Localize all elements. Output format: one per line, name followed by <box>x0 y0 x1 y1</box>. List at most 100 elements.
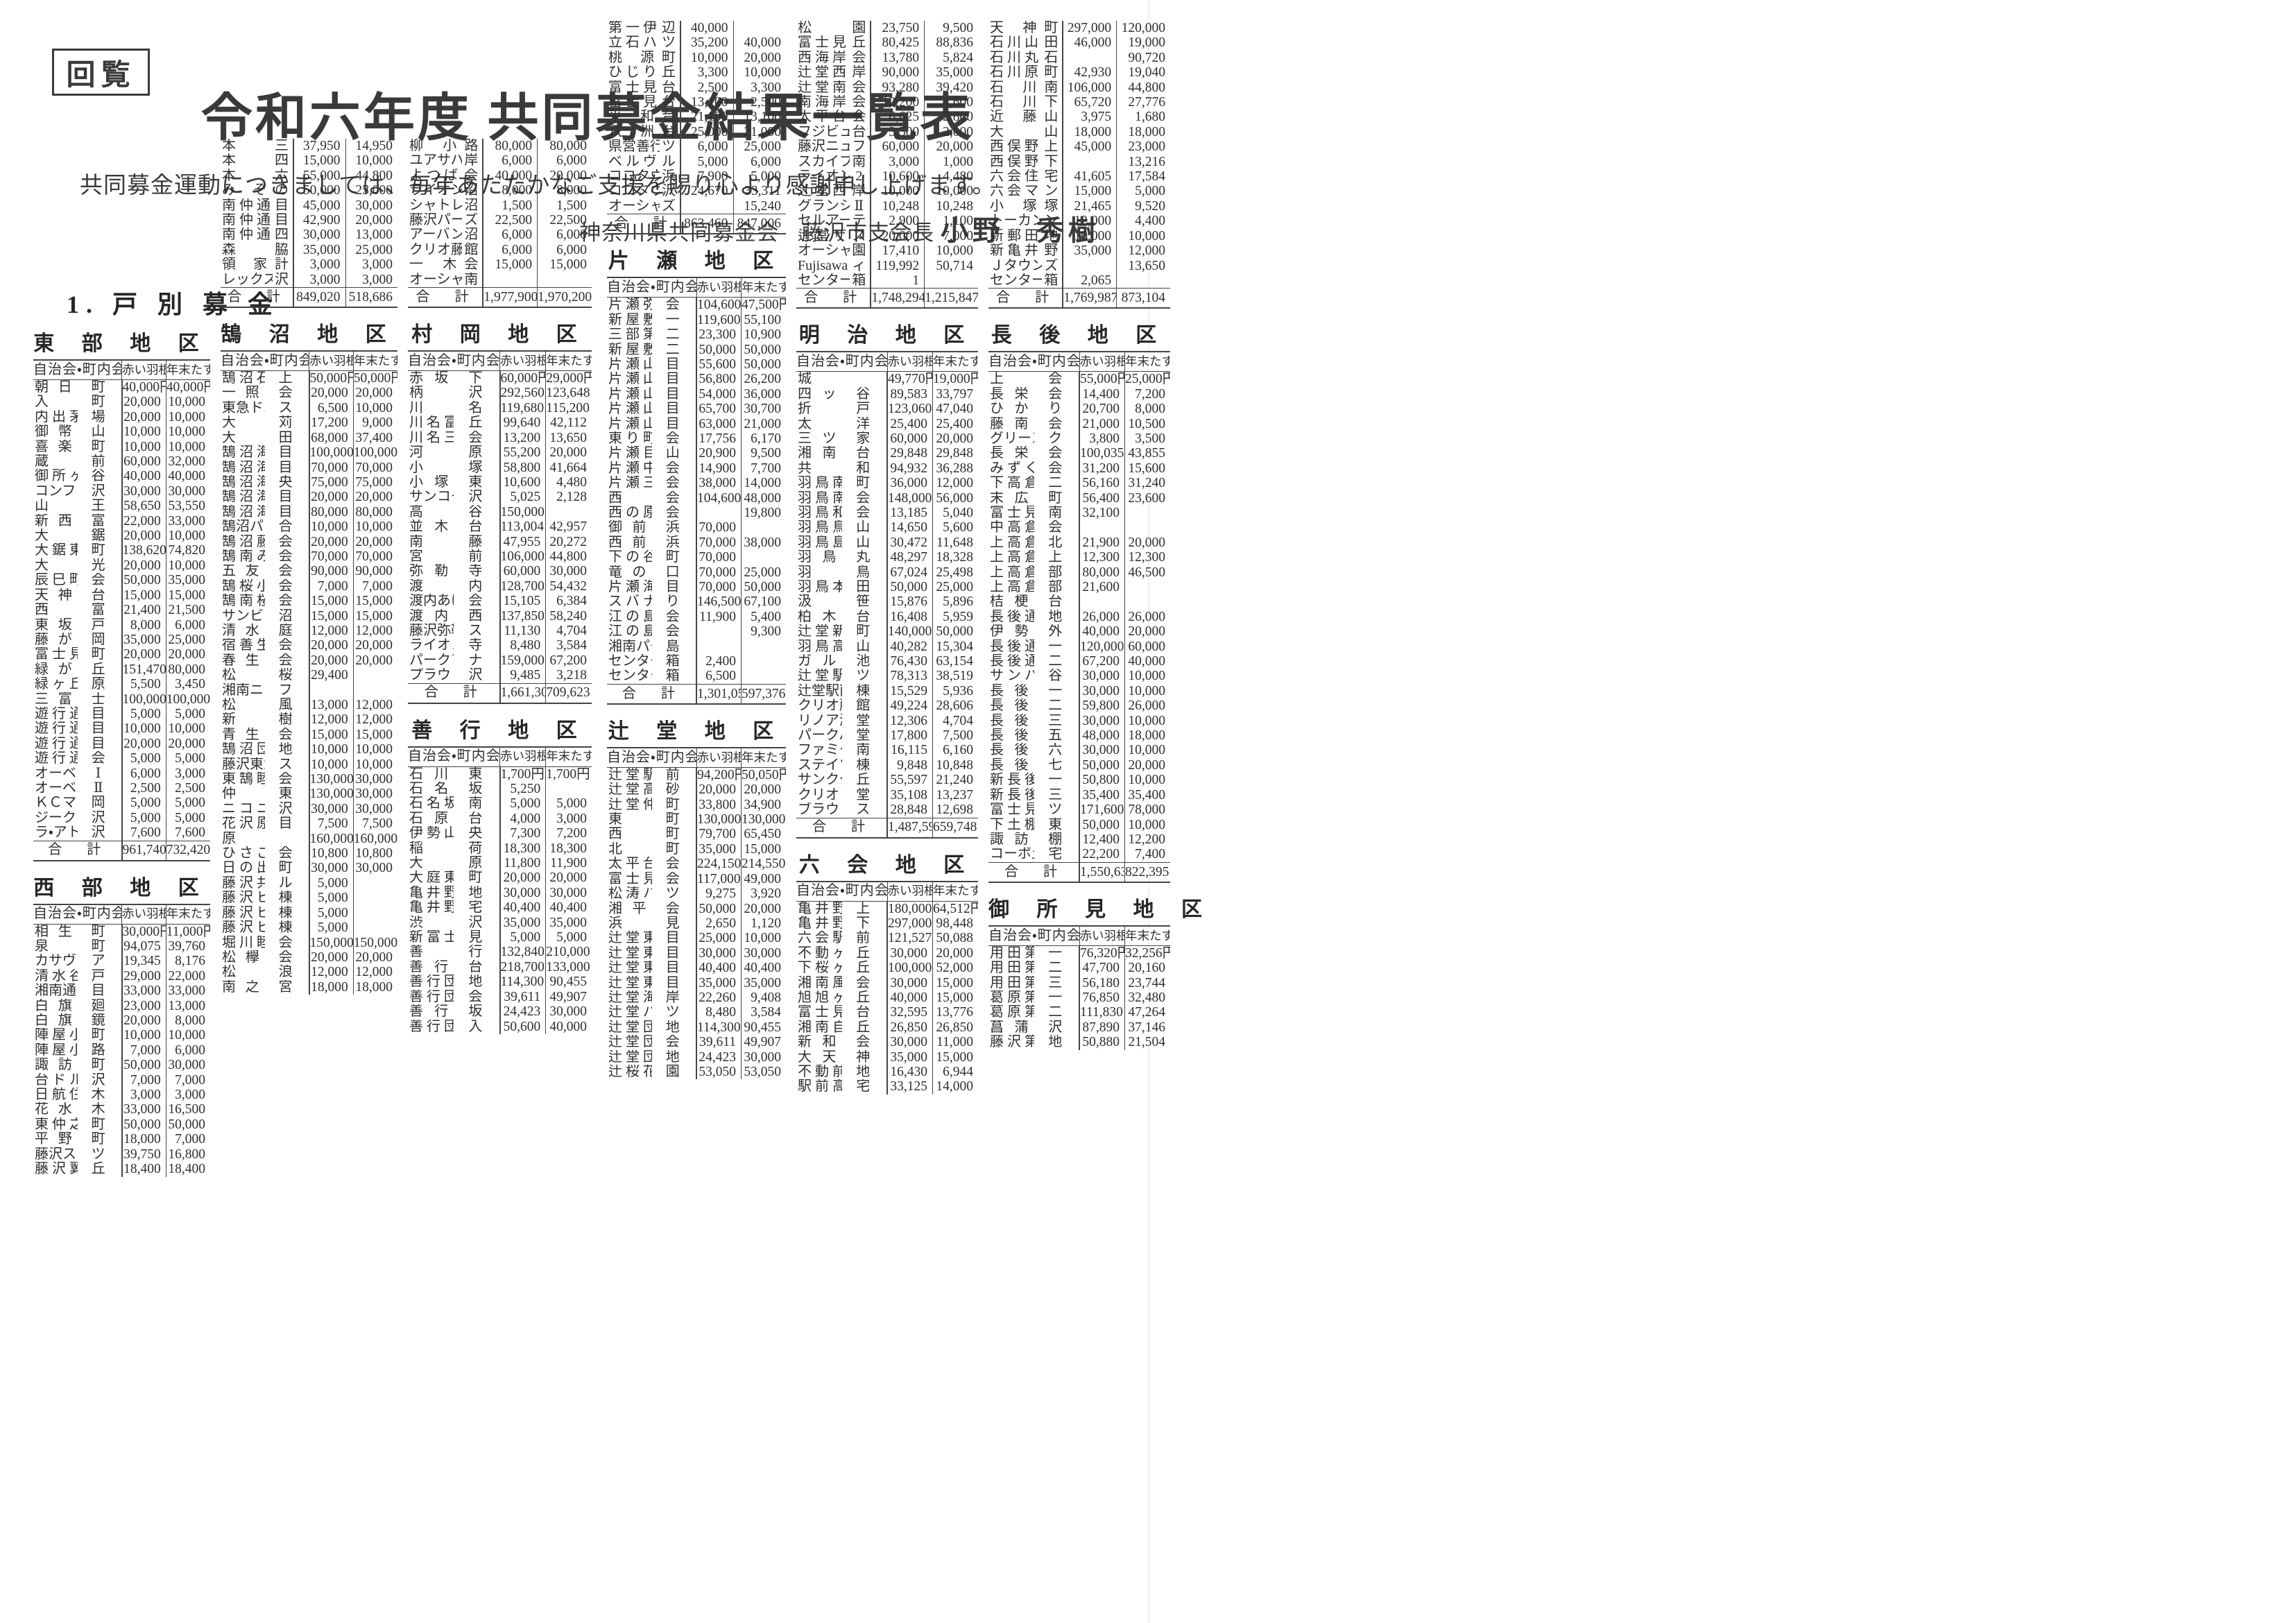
cell-association-suffix: 二 <box>1034 654 1080 669</box>
cell-nenmatsu-amount <box>352 891 397 906</box>
cell-association-name: 駅 前 高 層 住 <box>798 1079 842 1094</box>
cell-association-name: 新 屋 敷 第 <box>608 342 652 357</box>
cell-association-name: Fujisawa SST コミュニテ <box>798 258 850 273</box>
cell-nenmatsu-amount: 30,700 <box>741 402 786 417</box>
cell-association-suffix: 会 <box>462 168 484 184</box>
cell-akai-amount: 3,000 <box>130 1088 161 1103</box>
cell-akai-amount: 6,500 <box>317 400 348 415</box>
cell-akai-amount: 94,075 <box>123 939 161 954</box>
cell-association-name: リノア湘南辻 <box>798 713 842 728</box>
col-header-nenmatsu: 年末たすけあい <box>1124 925 1170 946</box>
cell-association-name: 森 <box>222 242 236 257</box>
cell-association-suffix: 町 <box>1042 21 1064 36</box>
cell-nenmatsu-amount <box>924 273 978 289</box>
cell-nenmatsu-amount: 25,000 <box>345 183 397 198</box>
cell-association-suffix: 目 <box>651 372 697 387</box>
cell-association-name: ブラウドシーズン藤沢湘南テラ <box>798 802 842 818</box>
cell-akai-amount: 35,000 <box>123 632 161 647</box>
cell-akai-amount: 19,345 <box>123 954 161 969</box>
cell-association-name: 東 仲 之 <box>35 1117 78 1132</box>
table-row: 陣 屋 小路 7,000 6,000 <box>33 1042 210 1058</box>
cell-akai-amount: 90,000 <box>882 65 920 80</box>
cell-association-name: ベ ル ヴ ィ <box>608 154 660 169</box>
cell-association-suffix: 浪 <box>264 965 310 980</box>
cell-akai-amount: 24,670 <box>690 184 728 199</box>
table-row: 西 俣 野下 13,216 <box>988 154 1170 170</box>
cell-association-name: 上 高 倉 会 <box>990 535 1034 550</box>
cell-association-suffix: 鏡 <box>77 1013 123 1029</box>
table-row: 清 水 谷戸 29,000 22,000 <box>33 968 210 984</box>
cell-akai-amount: 50,880 <box>1082 1035 1120 1050</box>
cell-association-suffix: 一 <box>651 312 697 328</box>
cell-akai-amount: 171,600 <box>1080 802 1124 818</box>
cell-akai-amount: 67,024 <box>890 565 927 580</box>
table-row: 藤 が岡 35,000 25,000 <box>33 632 210 648</box>
cell-association-suffix: 光 <box>77 558 123 574</box>
cell-association-name: 藤 沢 ビ レ ジ １ 号 <box>222 891 265 906</box>
cell-association-name: 西 前 <box>608 535 646 550</box>
district-title: 長 後 地 区 <box>991 324 1168 347</box>
cell-nenmatsu-amount: 2,500 <box>733 95 786 110</box>
table-row: 石 川下 65,720 27,776 <box>988 95 1170 110</box>
cell-akai-amount: 20,000 <box>311 490 348 505</box>
table-row: 新 西富 22,000 33,000 <box>33 513 210 529</box>
cell-nenmatsu-amount: 43,855 <box>1124 446 1170 461</box>
cell-association-suffix: 台 <box>454 811 501 827</box>
col-header-nenmatsu: 年末たすけあい <box>741 746 786 768</box>
cell-association-suffix: 目 <box>651 416 697 431</box>
cell-akai-amount: 5,000 <box>130 751 161 766</box>
cell-association-name: 末 広 <box>990 490 1029 506</box>
cell-association-name: 羽 鳥 本 村 <box>798 580 842 594</box>
cell-nenmatsu-amount: 35,400 <box>1124 787 1170 803</box>
cell-akai-amount: 21,400 <box>123 603 161 618</box>
cell-akai-amount: 30,000 <box>890 945 927 961</box>
cell-association-name: セルアージュ辻堂ルイベル <box>798 214 850 229</box>
cell-nenmatsu-amount: 25,400 <box>932 416 978 431</box>
cell-association-suffix: 会 <box>264 727 310 743</box>
cell-akai-amount: 63,000 <box>699 416 736 431</box>
table-row: ひ さ ご会 10,800 10,800 <box>221 846 397 861</box>
cell-association-name: 南 仲 通 <box>222 227 271 243</box>
cell-association-name: ニ コ ニ <box>222 801 265 816</box>
cell-association-suffix: 園 <box>651 1064 697 1080</box>
cell-nenmatsu-amount: 35,000 <box>545 915 592 931</box>
cell-akai-amount: 15,000 <box>302 153 341 169</box>
cell-akai-amount: 2,065 <box>1081 273 1112 288</box>
cell-association-name: 辻 堂 東 海 岸 4 丁 <box>608 975 652 990</box>
cell-nenmatsu-amount: 15,304 <box>932 639 978 655</box>
cell-total-nenmatsu: 1,970,200 <box>537 287 592 309</box>
cell-association-suffix: 前 <box>454 549 501 565</box>
cell-association-name: 平 野 <box>35 1132 72 1147</box>
cell-akai-amount: 137,850 <box>500 608 545 624</box>
cell-nenmatsu-amount: 1,500 <box>537 198 592 214</box>
table-row: 藤 沢 ビ レ ジ １ 号棟5,000 <box>221 891 397 906</box>
cell-association-suffix: 会 <box>264 594 310 609</box>
cell-akai-amount: 40,000 <box>123 469 161 484</box>
cell-akai-amount: 15,000 <box>311 608 348 624</box>
cell-association-name: サンコーポ藤 <box>409 490 454 505</box>
cell-association-name: 南 海 岸 <box>798 95 846 110</box>
cell-association-name: 平 和 <box>608 110 654 125</box>
cell-association-name: 藤 沢 ビ レ ジ ３ 号 <box>222 920 265 936</box>
cell-association-name: ユアサハイム鵠沼海 <box>409 153 463 169</box>
cell-association-suffix: 東 <box>454 766 501 782</box>
table-row: 大光 20,000 10,000 <box>33 558 210 574</box>
cell-akai-amount: 12,200 <box>882 95 920 110</box>
cell-akai-amount: 3,000 <box>309 272 341 287</box>
cell-nenmatsu-amount: 5,000 <box>165 751 210 766</box>
table-row: 用 田 第二 47,700 20,160 <box>988 961 1170 976</box>
cell-nenmatsu-amount: 12,000 <box>352 712 397 728</box>
